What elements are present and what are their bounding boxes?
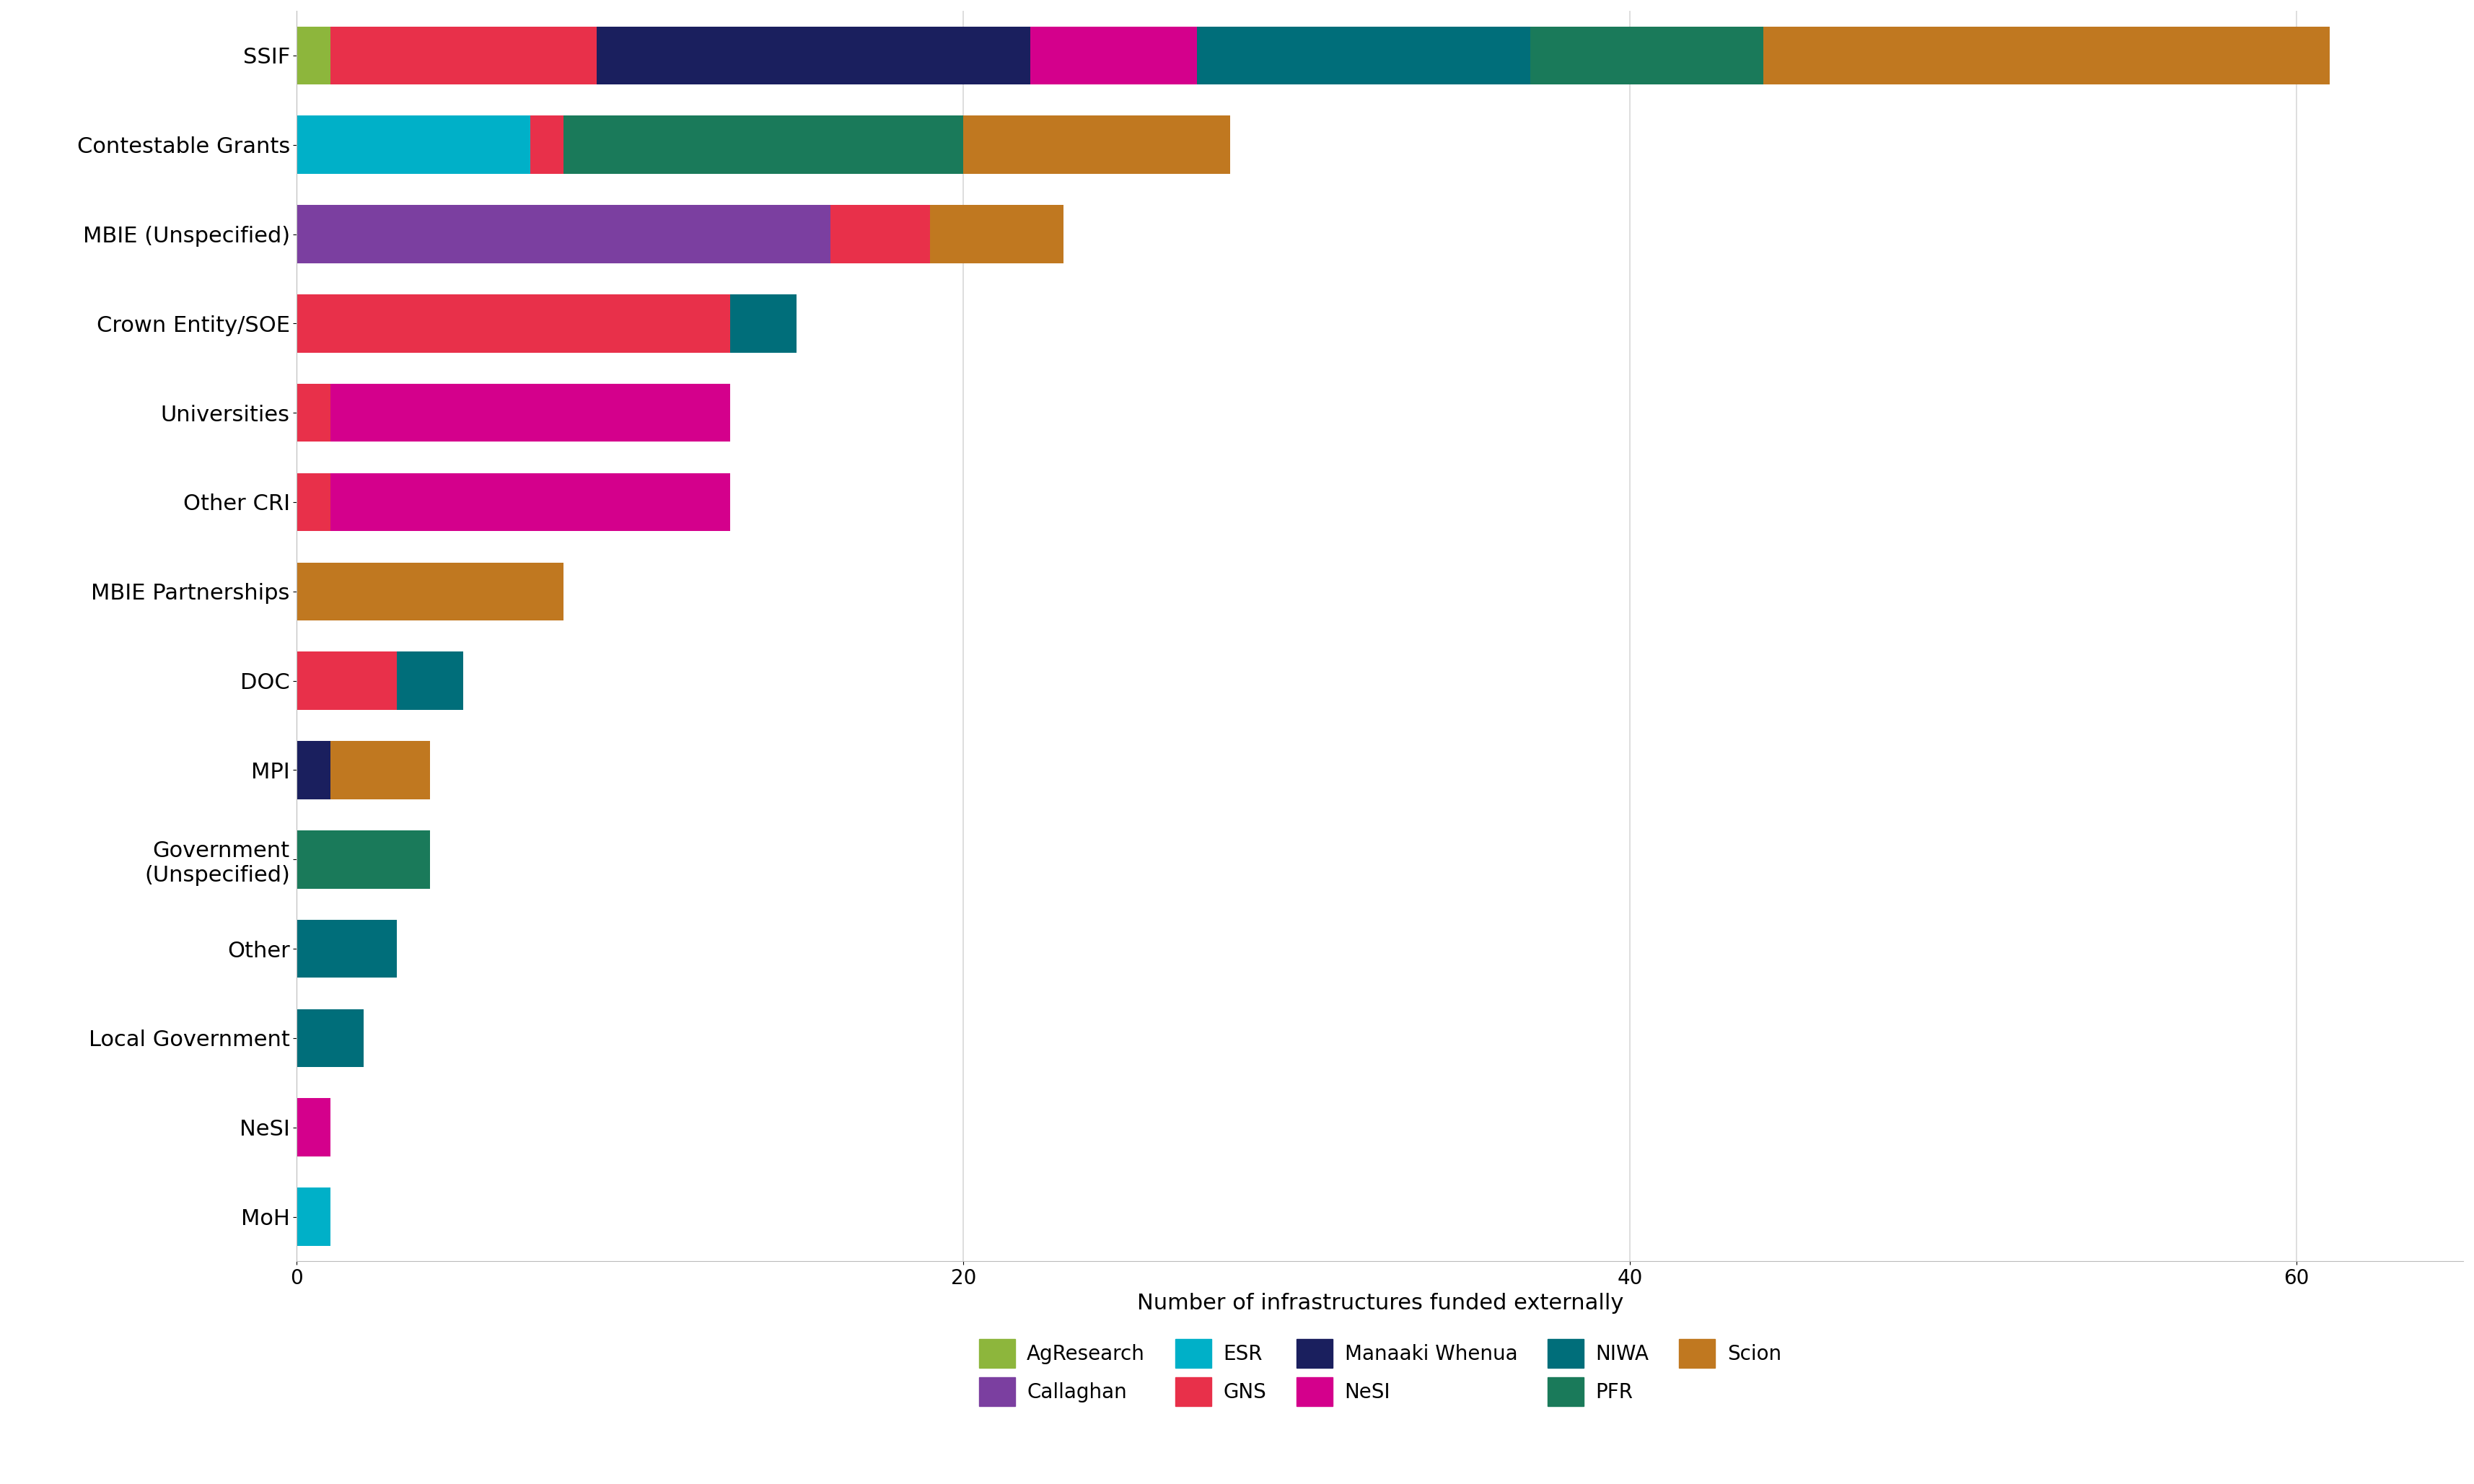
- Bar: [297, 294, 730, 353]
- Bar: [297, 1098, 329, 1156]
- Bar: [297, 384, 329, 442]
- Bar: [297, 920, 396, 978]
- Bar: [596, 27, 1029, 85]
- Bar: [529, 116, 564, 174]
- Bar: [831, 205, 930, 263]
- Bar: [962, 116, 1230, 174]
- Bar: [1529, 27, 1764, 85]
- Bar: [329, 741, 430, 798]
- Bar: [1764, 27, 2331, 85]
- Bar: [297, 651, 396, 709]
- X-axis label: Number of infrastructures funded externally: Number of infrastructures funded externa…: [1136, 1293, 1623, 1313]
- Bar: [297, 1009, 364, 1067]
- Bar: [297, 116, 529, 174]
- Bar: [1029, 27, 1197, 85]
- Bar: [329, 473, 730, 531]
- Bar: [1197, 27, 1529, 85]
- Bar: [329, 27, 596, 85]
- Bar: [297, 205, 831, 263]
- Bar: [297, 831, 430, 889]
- Bar: [297, 741, 329, 798]
- Bar: [564, 116, 962, 174]
- Bar: [730, 294, 797, 353]
- Bar: [396, 651, 463, 709]
- Bar: [329, 384, 730, 442]
- Bar: [297, 1187, 329, 1245]
- Bar: [930, 205, 1064, 263]
- Bar: [297, 473, 329, 531]
- Bar: [297, 27, 329, 85]
- Bar: [297, 562, 564, 620]
- Legend: AgResearch, Callaghan, ESR, GNS, Manaaki Whenua, NeSI, NIWA, PFR, Scion: AgResearch, Callaghan, ESR, GNS, Manaaki…: [970, 1331, 1789, 1414]
